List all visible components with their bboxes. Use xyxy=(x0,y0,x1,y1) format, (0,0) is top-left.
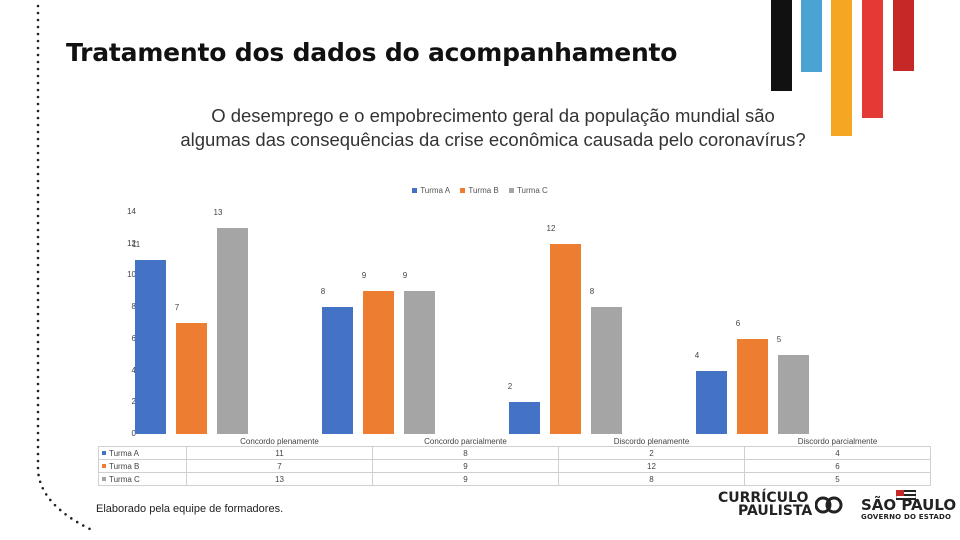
table-category-header: Concordo plenamente xyxy=(186,432,373,447)
bar-turma-b-1 xyxy=(176,323,207,434)
bar-turma-c-4 xyxy=(778,354,809,434)
credit-text: Elaborado pela equipe de formadores. xyxy=(96,503,284,515)
data-table: Concordo plenamente Concordo parcialment… xyxy=(98,432,931,486)
bar-turma-a-2 xyxy=(322,307,353,434)
data-label: 8 xyxy=(320,287,326,297)
data-label: 5 xyxy=(776,334,782,344)
table-cell: 5 xyxy=(744,472,931,486)
table-row-header: Turma C xyxy=(98,472,187,486)
legend-label: Turma C xyxy=(516,186,548,195)
logo-text: PAULISTA xyxy=(738,503,813,519)
y-tick-label: 2 xyxy=(131,397,136,407)
table-cell: 6 xyxy=(744,459,931,473)
legend-label: Turma A xyxy=(420,186,451,195)
data-label: 6 xyxy=(735,318,741,328)
table-cell: 9 xyxy=(372,459,559,473)
accent-stripe-black xyxy=(771,0,792,91)
bar-turma-a-1 xyxy=(135,259,166,434)
accent-stripe-darkred xyxy=(893,0,914,71)
bar-turma-c-2 xyxy=(404,291,435,434)
bar-turma-b-2 xyxy=(363,291,394,434)
legend-item-turma-a: Turma A xyxy=(412,186,450,195)
table-cell: 11 xyxy=(186,446,373,460)
bar-turma-a-3 xyxy=(509,402,540,434)
y-tick-label: 4 xyxy=(131,365,136,375)
table-row: Turma C 13 9 8 5 xyxy=(98,472,931,486)
accent-stripe-orange xyxy=(831,0,852,136)
chart-legend: Turma A Turma B Turma C xyxy=(0,186,960,195)
table-cell: 8 xyxy=(372,446,559,460)
curriculo-paulista-logo: CURRÍCULO PAULISTA xyxy=(718,490,813,519)
data-label: 12 xyxy=(546,223,556,233)
slide-title: Tratamento dos dados do acompanhamento xyxy=(66,38,678,67)
y-tick-label: 6 xyxy=(131,333,136,343)
y-tick-label: 12 xyxy=(127,238,136,248)
curriculo-ring-icon xyxy=(815,496,843,514)
sao-paulo-flag-icon xyxy=(896,490,916,500)
bar-turma-b-4 xyxy=(737,338,768,434)
bar-turma-b-3 xyxy=(550,243,581,434)
data-label: 9 xyxy=(361,271,367,281)
table-row: Turma A 11 8 2 4 xyxy=(98,446,931,460)
legend-label: Turma B xyxy=(468,186,499,195)
bar-turma-c-3 xyxy=(591,307,622,434)
data-label: 13 xyxy=(213,207,223,217)
table-cell: 8 xyxy=(558,472,745,486)
table-category-header: Discordo parcialmente xyxy=(744,432,931,447)
table-cell: 9 xyxy=(372,472,559,486)
data-label: 8 xyxy=(589,287,595,297)
logo-subtext: GOVERNO DO ESTADO xyxy=(861,513,952,521)
chart-title: O desemprego e o empobrecimento geral da… xyxy=(180,105,806,150)
y-tick-label: 0 xyxy=(131,429,136,438)
y-tick-label: 14 xyxy=(127,207,136,216)
table-corner xyxy=(99,432,187,447)
bar-turma-c-1 xyxy=(217,227,248,434)
table-cell: 12 xyxy=(558,459,745,473)
table-category-header: Concordo parcialmente xyxy=(372,432,559,447)
accent-stripe-blue xyxy=(801,0,822,72)
accent-stripe-red xyxy=(862,0,883,118)
sao-paulo-government-logo: SÃO PAULO GOVERNO DO ESTADO xyxy=(861,496,957,522)
logo-text: SÃO PAULO xyxy=(861,496,957,514)
y-tick-label: 10 xyxy=(127,270,136,280)
data-label: 4 xyxy=(694,350,700,360)
table-cell: 13 xyxy=(186,472,373,486)
table-category-header: Discordo plenamente xyxy=(558,432,745,447)
table-row-header: Turma B xyxy=(98,459,187,473)
table-row: Turma B 7 9 12 6 xyxy=(98,459,931,473)
table-row-header: Turma A xyxy=(98,446,187,460)
data-label: 11 xyxy=(131,239,141,249)
legend-item-turma-c: Turma C xyxy=(508,186,548,195)
table-cell: 7 xyxy=(186,459,373,473)
table-cell: 2 xyxy=(558,446,745,460)
data-label: 7 xyxy=(174,303,180,312)
legend-item-turma-b: Turma B xyxy=(460,186,499,195)
logo-text: CURRÍCULO xyxy=(718,490,809,506)
table-cell: 4 xyxy=(744,446,931,460)
y-tick-label: 8 xyxy=(131,302,136,312)
data-label: 9 xyxy=(402,271,408,281)
data-label: 2 xyxy=(507,382,513,392)
bar-turma-a-4 xyxy=(696,370,727,434)
